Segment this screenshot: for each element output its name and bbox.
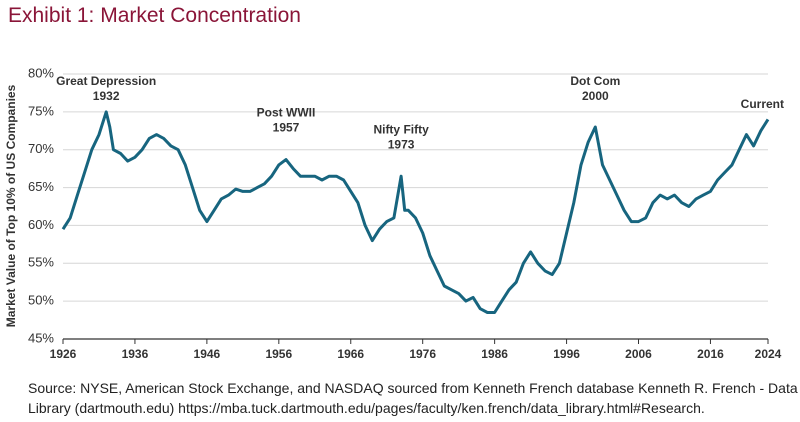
y-tick-label: 75%	[28, 103, 54, 118]
x-tick-label: 2016	[697, 347, 724, 361]
y-tick-label: 55%	[28, 255, 54, 270]
annotation-year: 1973	[388, 137, 415, 151]
annotation-year: 1957	[273, 121, 300, 135]
x-tick-label: 1966	[337, 347, 364, 361]
y-tick-label: 50%	[28, 293, 54, 308]
x-tick-label: 1956	[265, 347, 292, 361]
chart-title: Exhibit 1: Market Concentration	[8, 4, 301, 27]
data-line	[61, 110, 770, 314]
x-tick-label: 1936	[122, 347, 149, 361]
x-tick-label: 1986	[481, 347, 508, 361]
y-tick-label: 60%	[28, 217, 54, 232]
annotation-year: 1932	[93, 89, 120, 103]
x-tick-label: 1996	[553, 347, 580, 361]
annotation: Post WWII	[257, 106, 316, 120]
source-note: Source: NYSE, American Stock Exchange, a…	[28, 380, 798, 416]
x-tick-label: 2024	[755, 347, 782, 361]
x-tick-label: 2006	[625, 347, 652, 361]
annotation: Great Depression	[56, 74, 156, 88]
y-tick-label: 65%	[28, 179, 54, 194]
annotation: Current	[741, 97, 784, 111]
annotation: Dot Com	[570, 74, 620, 88]
annotation: Nifty Fifty	[373, 122, 429, 136]
x-tick-label: 1946	[194, 347, 221, 361]
annotation-year: 2000	[582, 89, 609, 103]
y-tick-label: 45%	[28, 330, 54, 345]
chart: Market Value of Top 10% of US Companies …	[4, 65, 784, 361]
x-tick-label: 1926	[50, 347, 77, 361]
y-axis-label: Market Value of Top 10% of US Companies	[4, 84, 18, 327]
y-tick-label: 70%	[28, 141, 54, 156]
y-tick-label: 80%	[28, 65, 54, 80]
x-tick-label: 1976	[409, 347, 436, 361]
